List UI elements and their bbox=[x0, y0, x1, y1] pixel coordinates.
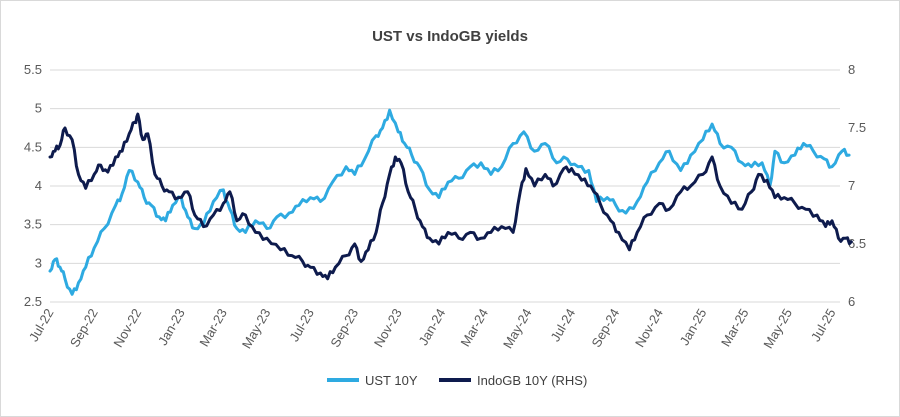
x-tick-label: Jul-25 bbox=[808, 306, 839, 344]
left-tick-label: 3 bbox=[35, 255, 42, 270]
x-tick-label: Sep-22 bbox=[67, 306, 101, 350]
x-axis-ticks: Jul-22 Sep-22 Nov-22 Jan-23 Mar-23 May-23 Jul-… bbox=[26, 306, 839, 351]
left-tick-label: 2.5 bbox=[24, 294, 42, 309]
right-axis-ticks: 6 6.5 7 7.5 8 bbox=[848, 62, 866, 309]
series-line-indogb-10y bbox=[48, 112, 853, 281]
legend-label: UST 10Y bbox=[365, 373, 418, 388]
right-tick-label: 6.5 bbox=[848, 236, 866, 251]
left-tick-label: 4.5 bbox=[24, 139, 42, 154]
x-tick-label: Jan-23 bbox=[155, 306, 188, 348]
left-axis-ticks: 2.5 3 3.5 4 4.5 5 5.5 bbox=[24, 62, 42, 309]
x-tick-label: Mar-25 bbox=[718, 306, 752, 349]
x-tick-label: May-25 bbox=[760, 306, 795, 351]
right-tick-label: 7 bbox=[848, 178, 855, 193]
x-tick-label: Jul-23 bbox=[286, 306, 317, 344]
x-tick-label: Mar-24 bbox=[458, 306, 492, 349]
x-tick-label: Nov-22 bbox=[110, 306, 144, 350]
x-tick-label: Jul-22 bbox=[26, 306, 57, 344]
series-lines bbox=[48, 108, 853, 296]
x-tick-label: Sep-24 bbox=[588, 306, 622, 350]
gridlines bbox=[50, 69, 840, 303]
x-tick-label: Jan-25 bbox=[677, 306, 710, 348]
x-tick-label: Jul-24 bbox=[547, 306, 578, 344]
left-tick-label: 4 bbox=[35, 178, 42, 193]
right-tick-label: 6 bbox=[848, 294, 855, 309]
x-tick-label: Sep-23 bbox=[327, 306, 361, 350]
legend-label: IndoGB 10Y (RHS) bbox=[477, 373, 587, 388]
left-tick-label: 5.5 bbox=[24, 62, 42, 77]
right-tick-label: 8 bbox=[848, 62, 855, 77]
left-tick-label: 3.5 bbox=[24, 217, 42, 232]
x-tick-label: Mar-23 bbox=[196, 306, 230, 349]
x-tick-label: May-24 bbox=[500, 306, 535, 351]
x-tick-label: May-23 bbox=[239, 306, 274, 351]
left-tick-label: 5 bbox=[35, 101, 42, 116]
legend: UST 10Y IndoGB 10Y (RHS) bbox=[327, 373, 587, 388]
x-tick-label: Jan-24 bbox=[415, 306, 448, 348]
x-tick-label: Nov-23 bbox=[371, 306, 405, 350]
x-tick-label: Nov-24 bbox=[632, 306, 666, 350]
right-tick-label: 7.5 bbox=[848, 120, 866, 135]
chart-title: UST vs IndoGB yields bbox=[372, 28, 528, 45]
series-line-ust-10y bbox=[48, 108, 851, 296]
